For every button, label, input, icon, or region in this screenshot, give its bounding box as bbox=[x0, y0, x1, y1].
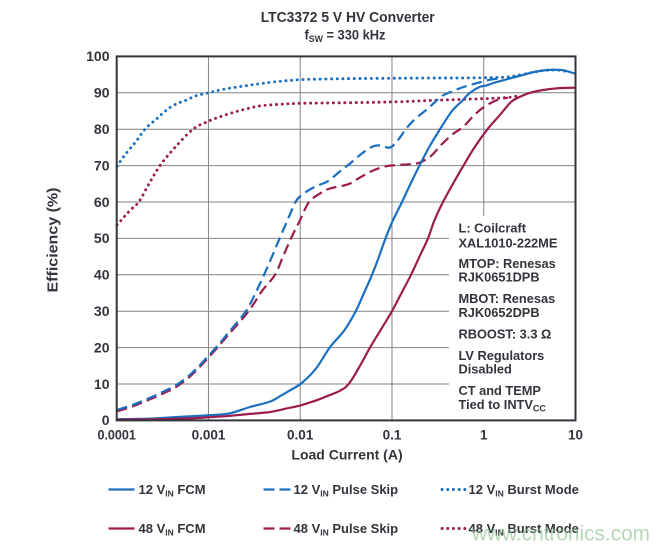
svg-text:0: 0 bbox=[102, 412, 110, 428]
svg-text:MTOP: Renesas: MTOP: Renesas bbox=[459, 256, 556, 271]
svg-text:12 VIN Pulse Skip: 12 VIN Pulse Skip bbox=[294, 482, 399, 499]
svg-text:RJK0651DPB: RJK0651DPB bbox=[459, 270, 540, 285]
svg-text:20: 20 bbox=[94, 339, 110, 355]
svg-text:XAL1010-222ME: XAL1010-222ME bbox=[459, 235, 558, 250]
svg-text:12 VIN FCM: 12 VIN FCM bbox=[139, 482, 206, 499]
svg-text:12 VIN Burst Mode: 12 VIN Burst Mode bbox=[469, 482, 579, 499]
svg-text:RBOOST: 3.3 Ω: RBOOST: 3.3 Ω bbox=[459, 326, 552, 341]
svg-text:80: 80 bbox=[94, 121, 110, 137]
svg-text:L: Coilcraft: L: Coilcraft bbox=[459, 221, 527, 236]
svg-text:0.1: 0.1 bbox=[383, 428, 402, 443]
svg-text:100: 100 bbox=[86, 48, 110, 64]
svg-text:RJK0652DPB: RJK0652DPB bbox=[459, 305, 540, 320]
svg-text:10: 10 bbox=[94, 376, 110, 392]
svg-text:LTC3372 5 V HV Converter: LTC3372 5 V HV Converter bbox=[261, 10, 435, 26]
svg-text:40: 40 bbox=[94, 267, 110, 283]
svg-text:90: 90 bbox=[94, 85, 110, 101]
svg-text:LV Regulators: LV Regulators bbox=[459, 348, 545, 363]
svg-text:10: 10 bbox=[568, 428, 583, 443]
svg-text:Efficiency (%): Efficiency (%) bbox=[45, 187, 62, 292]
svg-text:0.0001: 0.0001 bbox=[97, 428, 136, 443]
svg-text:Load Current (A): Load Current (A) bbox=[291, 447, 402, 463]
svg-text:48 VIN FCM: 48 VIN FCM bbox=[139, 521, 206, 538]
svg-text:Tied to INTVCC: Tied to INTVCC bbox=[459, 397, 547, 414]
svg-text:0.01: 0.01 bbox=[287, 428, 314, 443]
svg-text:Disabled: Disabled bbox=[459, 362, 512, 377]
svg-text:70: 70 bbox=[94, 157, 110, 173]
svg-text:CT and TEMP: CT and TEMP bbox=[459, 383, 542, 398]
svg-text:50: 50 bbox=[94, 230, 110, 246]
svg-text:1: 1 bbox=[480, 428, 488, 443]
svg-text:MBOT: Renesas: MBOT: Renesas bbox=[459, 291, 556, 306]
svg-text:fSW = 330 kHz: fSW = 330 kHz bbox=[305, 27, 386, 46]
svg-text:0.001: 0.001 bbox=[192, 428, 226, 443]
svg-text:30: 30 bbox=[94, 303, 110, 319]
svg-text:60: 60 bbox=[94, 194, 110, 210]
svg-text:48 VIN Pulse Skip: 48 VIN Pulse Skip bbox=[294, 521, 399, 538]
svg-text:www.cntronics.com: www.cntronics.com bbox=[471, 523, 650, 546]
